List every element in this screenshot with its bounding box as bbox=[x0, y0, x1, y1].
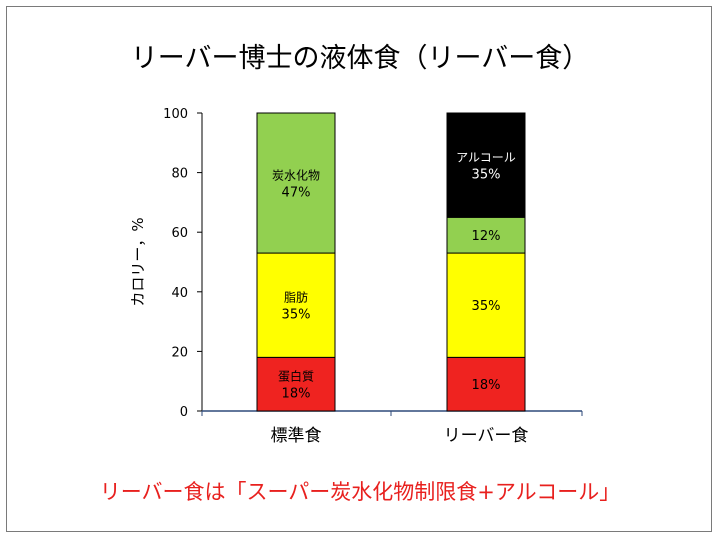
y-tick-label: 80 bbox=[171, 167, 188, 182]
y-tick-label: 20 bbox=[171, 345, 188, 360]
bar-segment-protein bbox=[256, 356, 336, 412]
data-label: 18% bbox=[472, 378, 501, 393]
chart-bars bbox=[256, 112, 526, 412]
segment-name-label: 蛋白質 bbox=[278, 369, 314, 384]
y-tick-label: 0 bbox=[180, 405, 188, 420]
slide-frame bbox=[6, 6, 712, 532]
segment-name-label: アルコール bbox=[456, 151, 516, 165]
bar-segment-fat bbox=[446, 252, 526, 358]
x-category-label: リーバー食 bbox=[444, 426, 529, 446]
segment-name-label: 脂肪 bbox=[284, 290, 308, 305]
y-tick-label: 40 bbox=[171, 286, 188, 301]
bar-segment-fat bbox=[256, 252, 336, 358]
segment-name-label: 炭水化物 bbox=[272, 169, 320, 183]
data-label: 47% bbox=[282, 186, 311, 201]
x-category-label: 標準食 bbox=[271, 426, 322, 446]
bar-segment-alcohol bbox=[446, 112, 526, 218]
bar-segment-carbohydrate bbox=[446, 216, 526, 254]
data-label: 35% bbox=[472, 168, 501, 183]
chart-bar-labels: 蛋白質 18% 脂肪 35% 炭水化物 47% 18% 35% 12% アルコール 35% bbox=[272, 151, 516, 402]
y-tick-label: 100 bbox=[163, 107, 188, 122]
slide-footnote: リーバー食は「スーパー炭水化物制限食+アルコール」 bbox=[99, 480, 621, 504]
data-label: 18% bbox=[282, 387, 311, 402]
slide-title: リーバー博士の液体食（リーバー食） bbox=[130, 43, 590, 74]
y-axis-title: カロリー，% bbox=[129, 217, 147, 306]
y-tick-label: 60 bbox=[171, 226, 188, 241]
data-label: 12% bbox=[472, 229, 501, 244]
data-label: 35% bbox=[282, 308, 311, 323]
data-label: 35% bbox=[472, 299, 501, 314]
bar-segment-carbohydrate bbox=[256, 112, 336, 254]
